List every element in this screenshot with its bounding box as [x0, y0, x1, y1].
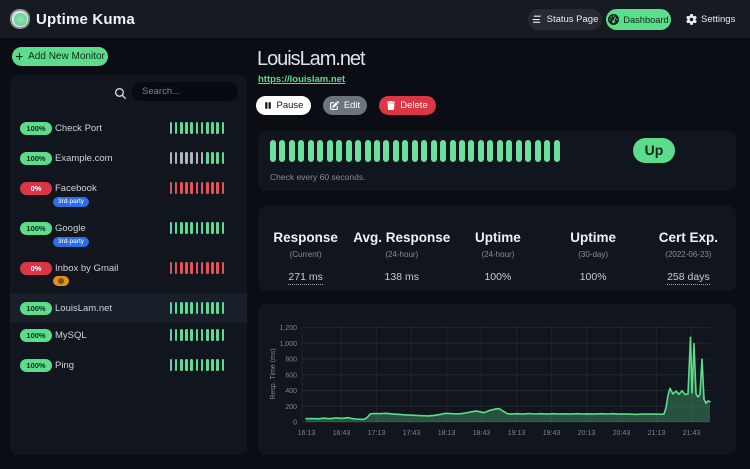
svg-text:18:13: 18:13 — [438, 430, 456, 437]
svg-text:17:13: 17:13 — [368, 430, 386, 437]
svg-text:1,200: 1,200 — [279, 325, 297, 332]
svg-text:20:13: 20:13 — [578, 430, 596, 437]
svg-text:200: 200 — [285, 404, 297, 411]
svg-text:19:13: 19:13 — [508, 430, 526, 437]
svg-text:16:13: 16:13 — [298, 430, 316, 437]
svg-text:1,000: 1,000 — [279, 341, 297, 348]
svg-text:21:13: 21:13 — [648, 430, 666, 437]
svg-text:18:43: 18:43 — [473, 430, 491, 437]
svg-text:16:43: 16:43 — [333, 430, 351, 437]
svg-text:21:43: 21:43 — [683, 430, 701, 437]
svg-text:600: 600 — [285, 372, 297, 379]
svg-text:0: 0 — [293, 420, 297, 427]
svg-text:19:43: 19:43 — [543, 430, 561, 437]
svg-text:400: 400 — [285, 388, 297, 395]
svg-text:20:43: 20:43 — [613, 430, 631, 437]
svg-text:800: 800 — [285, 357, 297, 364]
svg-text:Resp. Time (ms): Resp. Time (ms) — [270, 348, 277, 399]
svg-text:17:43: 17:43 — [403, 430, 421, 437]
